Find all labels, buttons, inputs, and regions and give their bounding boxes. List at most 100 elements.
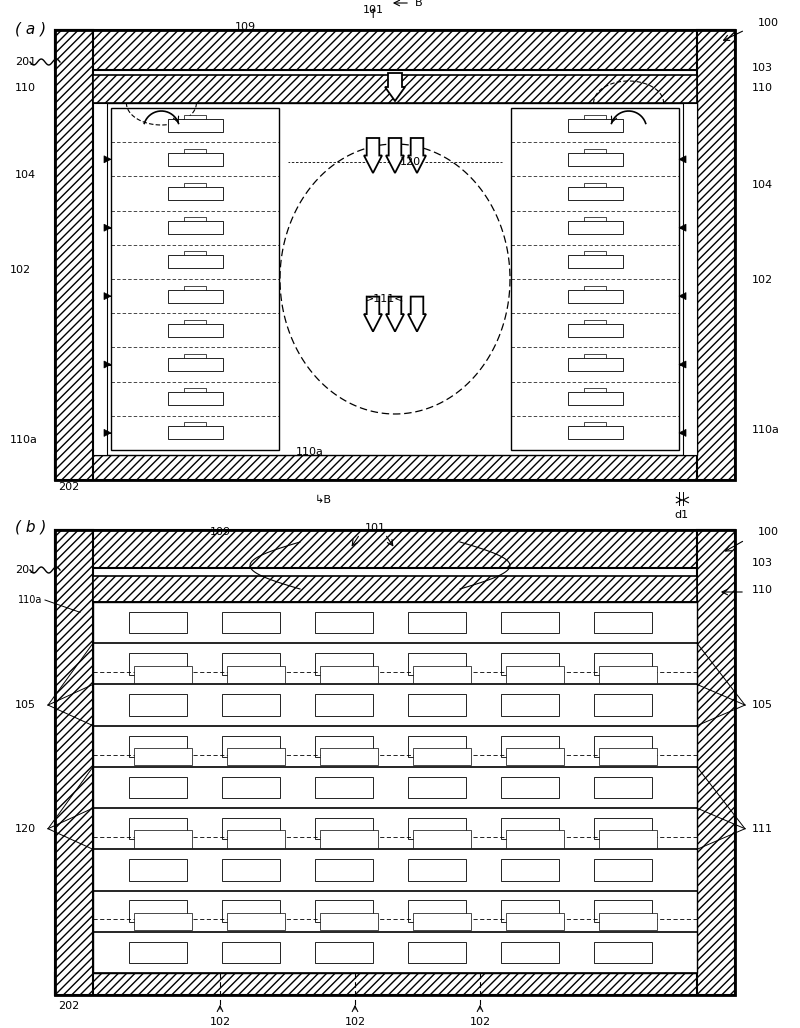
Bar — [501, 777, 558, 798]
Bar — [584, 252, 606, 255]
Bar — [598, 913, 657, 930]
Bar — [506, 665, 564, 683]
Bar — [594, 736, 652, 757]
Text: 109: 109 — [210, 527, 230, 537]
Bar — [129, 777, 187, 798]
Bar — [315, 818, 373, 840]
Bar — [408, 653, 466, 674]
Bar — [598, 665, 657, 683]
Text: 111: 111 — [752, 823, 773, 834]
Bar — [134, 665, 192, 683]
Bar — [184, 286, 206, 290]
Polygon shape — [679, 293, 686, 299]
Bar — [511, 108, 679, 450]
Text: 102: 102 — [10, 265, 31, 276]
Bar — [697, 530, 735, 995]
Bar — [93, 576, 697, 602]
Bar — [315, 942, 373, 963]
Bar — [408, 612, 466, 633]
Bar — [408, 859, 466, 881]
Bar — [134, 748, 192, 765]
Text: 103: 103 — [752, 558, 773, 568]
Bar — [594, 694, 652, 715]
Bar — [408, 818, 466, 840]
Bar — [55, 30, 93, 480]
Bar — [320, 665, 378, 683]
Text: 102: 102 — [752, 276, 773, 285]
Bar — [594, 901, 652, 922]
Bar — [184, 217, 206, 221]
Bar — [567, 153, 622, 166]
Bar — [315, 901, 373, 922]
Bar — [227, 913, 285, 930]
Polygon shape — [104, 224, 111, 231]
Bar — [598, 831, 657, 848]
Text: ↳B: ↳B — [315, 495, 332, 505]
Bar — [584, 354, 606, 358]
Bar — [501, 901, 558, 922]
Bar — [129, 653, 187, 674]
Bar — [129, 694, 187, 715]
Bar — [184, 354, 206, 358]
Bar — [594, 777, 652, 798]
Bar — [129, 942, 187, 963]
Bar — [501, 736, 558, 757]
Bar — [567, 290, 622, 302]
Polygon shape — [104, 430, 111, 437]
Bar — [413, 665, 471, 683]
Bar — [129, 736, 187, 757]
Polygon shape — [104, 361, 111, 368]
Polygon shape — [408, 138, 426, 173]
Text: d1: d1 — [674, 510, 688, 520]
Bar — [315, 859, 373, 881]
Bar — [697, 30, 735, 480]
Bar — [584, 423, 606, 427]
Bar — [55, 30, 735, 480]
Bar — [315, 777, 373, 798]
Bar — [129, 612, 187, 633]
Bar — [594, 859, 652, 881]
Bar — [167, 393, 222, 405]
Polygon shape — [104, 293, 111, 299]
Text: 102: 102 — [345, 1017, 366, 1027]
Text: ( a ): ( a ) — [15, 22, 46, 37]
Bar — [184, 183, 206, 187]
Bar — [167, 187, 222, 200]
Text: 110: 110 — [752, 83, 773, 93]
Polygon shape — [408, 297, 426, 332]
Bar — [184, 149, 206, 153]
Bar — [408, 901, 466, 922]
Bar — [167, 358, 222, 371]
Text: 105: 105 — [15, 700, 36, 710]
Polygon shape — [364, 297, 382, 332]
Bar — [55, 530, 735, 995]
Text: 110: 110 — [15, 83, 36, 93]
Bar — [184, 114, 206, 118]
Bar — [167, 118, 222, 132]
Bar — [55, 530, 735, 568]
Bar — [413, 748, 471, 765]
Bar — [93, 103, 697, 455]
Bar — [506, 748, 564, 765]
Bar — [501, 612, 558, 633]
Bar — [506, 831, 564, 848]
Bar — [93, 602, 697, 972]
Bar — [408, 694, 466, 715]
Bar — [93, 103, 107, 455]
Polygon shape — [679, 361, 686, 368]
Text: 120: 120 — [400, 157, 421, 167]
Text: 201: 201 — [15, 565, 36, 575]
Bar — [501, 942, 558, 963]
Bar — [501, 818, 558, 840]
Bar — [184, 252, 206, 255]
Bar — [55, 30, 735, 70]
Bar — [167, 221, 222, 234]
Bar — [408, 942, 466, 963]
Text: 101: 101 — [365, 523, 386, 533]
Bar — [167, 255, 222, 268]
Text: 110a: 110a — [296, 447, 324, 457]
Bar — [320, 748, 378, 765]
Bar — [129, 901, 187, 922]
Text: 120: 120 — [15, 823, 36, 834]
Bar — [408, 736, 466, 757]
